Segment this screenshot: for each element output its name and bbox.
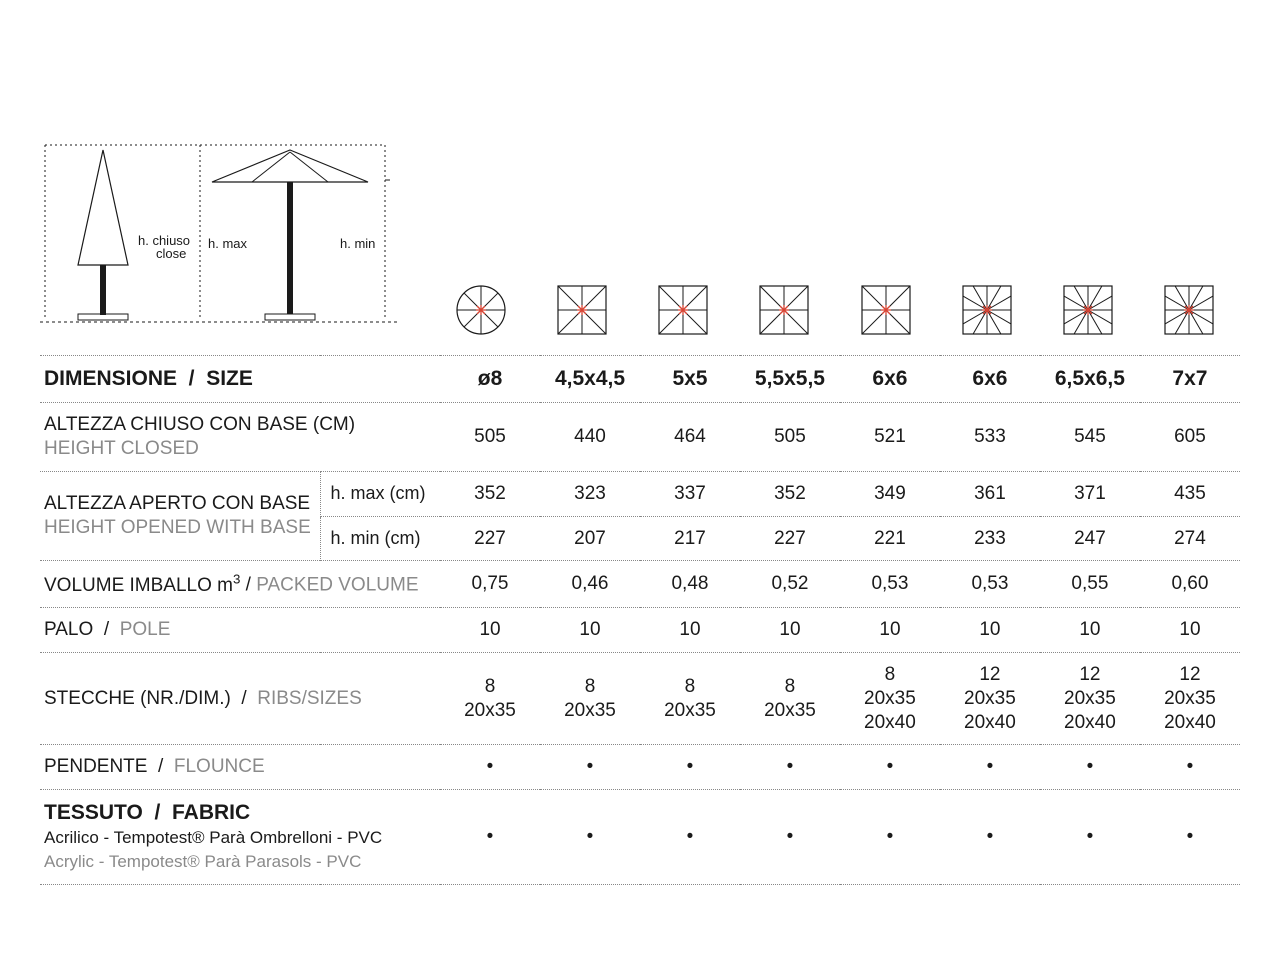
umbrella-top-icon-6 bbox=[1038, 285, 1139, 335]
label-flounce: PENDENTE / FLOUNCE bbox=[40, 745, 440, 790]
ribs-5: 1220x3520x40 bbox=[940, 653, 1040, 745]
top-row: h. chiuso close h. max h. min bbox=[40, 140, 1240, 335]
umbrella-diagram-svg: h. chiuso close h. max h. min bbox=[40, 140, 400, 330]
umbrella-top-icon-0 bbox=[430, 285, 531, 335]
ribs-7: 1220x3520x40 bbox=[1140, 653, 1240, 745]
row-flounce: PENDENTE / FLOUNCE • • • • • • • • bbox=[40, 745, 1240, 790]
size-2: 5x5 bbox=[640, 356, 740, 403]
ribs-3: 820x35 bbox=[740, 653, 840, 745]
row-packed-volume: VOLUME IMBALLO m3 / PACKED VOLUME 0,75 0… bbox=[40, 561, 1240, 608]
row-pole: PALO / POLE 10 10 10 10 10 10 10 10 bbox=[40, 608, 1240, 653]
umbrella-top-icon-3 bbox=[734, 285, 835, 335]
label-height-closed: ALTEZZA CHIUSO CON BASE (CM) HEIGHT CLOS… bbox=[40, 403, 440, 472]
label-fabric: TESSUTO / FABRIC Acrilico - Tempotest® P… bbox=[40, 790, 440, 885]
umbrella-top-icon-5 bbox=[936, 285, 1037, 335]
label-height-opened: ALTEZZA APERTO CON BASE HEIGHT OPENED WI… bbox=[40, 471, 320, 561]
icon-row bbox=[430, 285, 1240, 335]
size-0: ø8 bbox=[440, 356, 540, 403]
umbrella-top-icon-4 bbox=[835, 285, 936, 335]
label-pole: PALO / POLE bbox=[40, 608, 440, 653]
size-6: 6,5x6,5 bbox=[1040, 356, 1140, 403]
ribs-0: 820x35 bbox=[440, 653, 540, 745]
size-3: 5,5x5,5 bbox=[740, 356, 840, 403]
size-4: 6x6 bbox=[840, 356, 940, 403]
label-size: DIMENSIONE / SIZE bbox=[40, 356, 440, 403]
row-height-opened-max: ALTEZZA APERTO CON BASE HEIGHT OPENED WI… bbox=[40, 471, 1240, 516]
label-h-max-sub: h. max (cm) bbox=[320, 471, 440, 516]
size-1: 4,5x4,5 bbox=[540, 356, 640, 403]
label-h-min-sub: h. min (cm) bbox=[320, 516, 440, 561]
row-ribs: STECCHE (NR./DIM.) / RIBS/SIZES 820x35 8… bbox=[40, 653, 1240, 745]
label-packed-volume: VOLUME IMBALLO m3 / PACKED VOLUME bbox=[40, 561, 440, 608]
ribs-2: 820x35 bbox=[640, 653, 740, 745]
spec-table: DIMENSIONE / SIZE ø8 4,5x4,5 5x5 5,5x5,5… bbox=[40, 355, 1240, 885]
label-h-chiuso-en: close bbox=[156, 246, 186, 261]
label-ribs: STECCHE (NR./DIM.) / RIBS/SIZES bbox=[40, 653, 440, 745]
row-size-header: DIMENSIONE / SIZE ø8 4,5x4,5 5x5 5,5x5,5… bbox=[40, 356, 1240, 403]
ribs-4: 820x3520x40 bbox=[840, 653, 940, 745]
size-5: 6x6 bbox=[940, 356, 1040, 403]
row-height-closed: ALTEZZA CHIUSO CON BASE (CM) HEIGHT CLOS… bbox=[40, 403, 1240, 472]
label-h-max: h. max bbox=[208, 236, 248, 251]
ribs-6: 1220x3520x40 bbox=[1040, 653, 1140, 745]
label-h-min: h. min bbox=[340, 236, 375, 251]
dimension-diagram: h. chiuso close h. max h. min bbox=[40, 140, 430, 335]
umbrella-top-icon-2 bbox=[633, 285, 734, 335]
ribs-1: 820x35 bbox=[540, 653, 640, 745]
size-7: 7x7 bbox=[1140, 356, 1240, 403]
spec-sheet: h. chiuso close h. max h. min bbox=[0, 0, 1280, 925]
row-fabric: TESSUTO / FABRIC Acrilico - Tempotest® P… bbox=[40, 790, 1240, 885]
umbrella-top-icon-1 bbox=[531, 285, 632, 335]
umbrella-top-icon-7 bbox=[1139, 285, 1240, 335]
